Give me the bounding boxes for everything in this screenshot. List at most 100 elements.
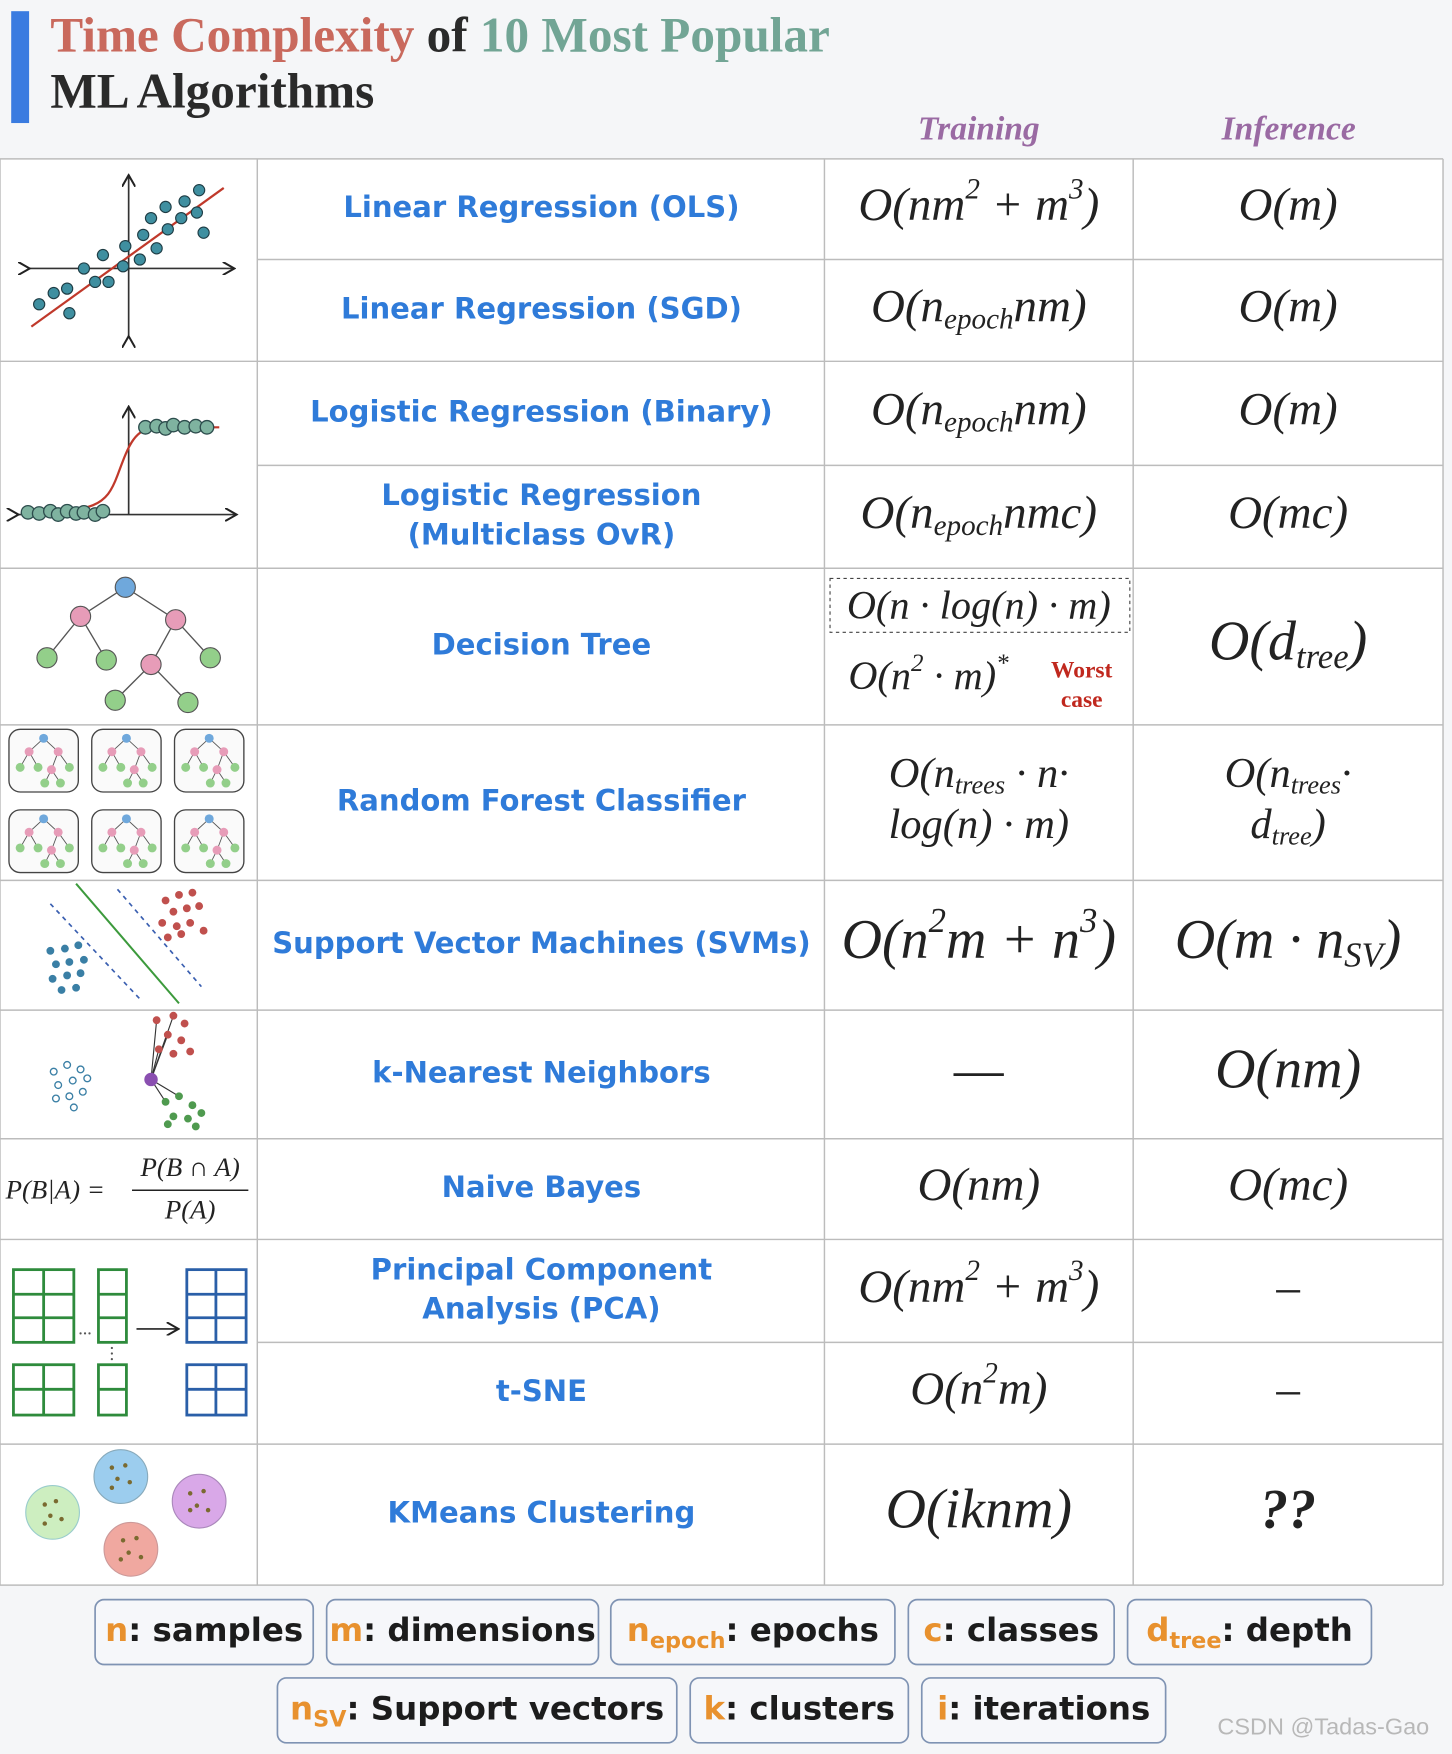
icon-shape [180,1019,189,1028]
legend-item: k: clusters [704,1689,895,1727]
icon-shape [93,1449,149,1504]
icon-shape [188,888,197,897]
algorithm-name: (Multiclass OvR) [408,517,676,551]
icon-shape [119,239,132,253]
formula: O(m · nSV) [1175,909,1401,975]
icon-shape [185,1268,248,1417]
icon-shape [161,1097,170,1106]
icon-shape [72,983,80,992]
algorithm-name: Naive Bayes [442,1170,642,1204]
icon-shape [79,1332,82,1335]
formula-text: nm) [1014,280,1087,332]
icon-shape [63,1060,72,1069]
formula: – [1275,1363,1300,1415]
icon-shape [63,307,76,320]
icon-shape [173,728,245,793]
formula-text: ) [1346,610,1368,672]
formula-text: ) [1309,801,1326,848]
icon-shape [144,1072,158,1087]
icon-shape [8,728,245,874]
formula-text: ) [1081,179,1100,231]
icon-shape [163,1120,172,1129]
icon-shape [69,1103,78,1112]
formula-sub: tree [1272,821,1312,850]
legend-box [920,1677,1167,1744]
formula-sub: trees [1291,770,1341,799]
formula-text: nmc) [1003,487,1097,539]
algorithm-name: Support Vector Machines (SVMs) [272,926,810,960]
icon-shape [95,649,117,671]
formula-sup: 3 [1068,173,1084,205]
title: Time Complexity of 10 Most Popular [50,8,829,63]
legend-box [907,1598,1116,1666]
legend-key: m [329,1611,363,1649]
icon-shape [199,647,221,669]
icon-shape [134,1535,139,1541]
icon-shape [65,1092,74,1101]
icon-shape [46,941,88,994]
icon-shape [190,206,204,219]
icon-shape [110,1358,113,1361]
icon-shape [33,184,210,320]
algorithm-name: t-SNE [496,1374,587,1408]
header-training: Training [918,111,1040,148]
legend-item: m: dimensions [329,1611,595,1649]
icon-shape [186,1047,195,1056]
algorithm-name: k-Nearest Neighbors [372,1055,710,1089]
icon-shape [187,1507,193,1513]
formula: O(n2m + n3) [842,902,1116,971]
icon-shape [169,1112,178,1121]
legend-item: nSV: Support vectors [290,1689,664,1731]
formula-sub: epoch [934,510,1004,542]
icon-shape [8,728,79,793]
icon-shape [51,1094,60,1103]
icon-shape [161,1092,206,1131]
icon-shape [178,195,191,208]
formula: O(nm2 + m3) [858,173,1099,231]
icon-shape [75,883,180,1005]
icon-shape [88,1332,91,1335]
title-part: 10 Most Popular [480,8,830,63]
formula-text: O(m) [1239,280,1338,332]
formula-text: O(n [1225,750,1291,797]
formula-text: nm) [1014,383,1087,435]
icon-shape [169,907,178,916]
icon-shape [0,158,1444,1586]
icon-shape [91,728,162,793]
formula-text: ) [1380,909,1402,971]
legend-text: : classes [943,1611,1099,1649]
formula-text: – [1275,1261,1300,1313]
legend-item: n: samples [105,1611,303,1649]
legend-key: n [290,1689,313,1727]
legend-text: : dimensions [363,1611,596,1649]
formula: O(nepochnm) [871,280,1087,335]
icon-shape [47,286,60,300]
icon-shape [175,1092,183,1101]
icon-shape [12,1268,128,1417]
icon-shape [77,262,91,275]
icon-shape [192,184,206,197]
formula-text: · [1341,750,1352,797]
formula-box [829,577,1131,633]
icon-shape [69,605,92,627]
icon-shape: n: samples m: dimensions nepoch: epochs c: … [94,1598,1373,1744]
formula: O(n · log(n) · m) [847,583,1111,628]
formula-text: O(n [842,909,929,971]
formula-text: O(n · log(n) · m) [847,583,1111,628]
icon-shape [48,1513,53,1518]
algorithm-name: Logistic Regression [381,478,701,512]
icon-shape [68,1076,77,1085]
legend-text: : clusters [725,1689,895,1727]
watermark: CSDN @Tadas-Gao [1217,1713,1429,1739]
icon-shape [83,1074,92,1083]
icon-shape [199,419,215,435]
legend-box [1126,1598,1373,1666]
icon-shape [158,888,208,942]
algorithm-name: Linear Regression (SGD) [341,291,742,325]
icon-shape [116,888,203,988]
icon-shape [159,200,172,214]
icon-shape [182,904,191,913]
icon-shape [65,958,74,966]
icon-shape [109,1465,115,1470]
legend-text: : epochs [726,1611,879,1649]
